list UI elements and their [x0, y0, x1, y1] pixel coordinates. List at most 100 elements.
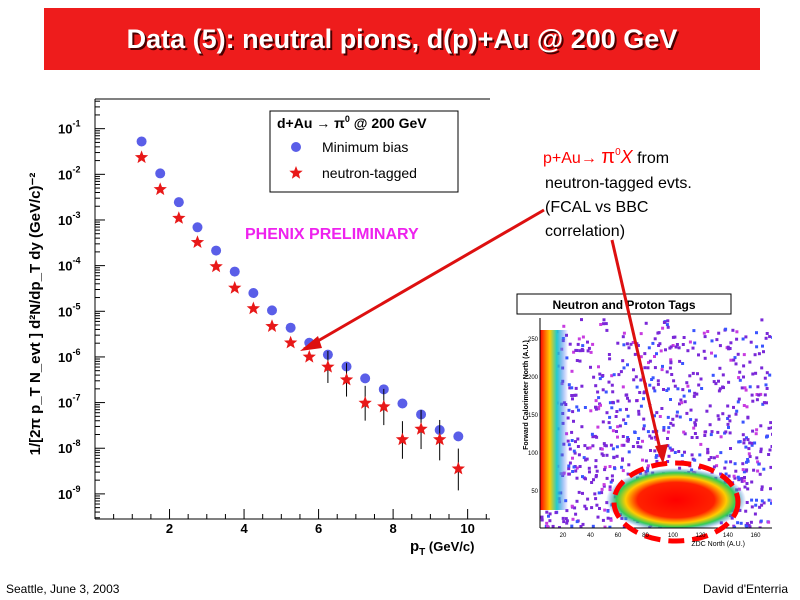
heatmap-cell: [765, 332, 769, 335]
heatmap-cell: [745, 405, 749, 409]
heatmap-cell: [622, 418, 626, 422]
heatmap-cell: [571, 456, 574, 460]
heatmap-cell: [587, 466, 591, 470]
heatmap-cell: [600, 452, 604, 456]
x-tick-label: 6: [315, 521, 322, 536]
x-tick-label: 10: [460, 521, 474, 536]
y-tick-labels: 10-1 10-2 10-3 10-4 10-5 10-6 10-7 10-8 10-9: [58, 119, 80, 502]
heatmap-cell: [768, 448, 772, 452]
heatmap-cell: [648, 383, 652, 387]
heatmap-cell: [599, 323, 603, 326]
heatmap-cell: [574, 386, 578, 390]
heatmap-cell: [769, 487, 772, 491]
heatmap-cell: [760, 499, 764, 503]
heatmap-cell: [573, 506, 577, 510]
heatmap-cell: [570, 504, 574, 508]
heatmap-cell: [596, 390, 600, 394]
heatmap-cell: [611, 429, 615, 433]
heatmap-cell: [715, 454, 719, 458]
heatmap-cell: [590, 481, 594, 484]
heatmap-cell: [735, 330, 739, 334]
heatmap-cell: [657, 331, 661, 335]
heatmap-cell: [767, 520, 771, 524]
heatmap-cell: [716, 430, 720, 434]
heatmap-cell: [647, 346, 651, 350]
heatmap-cell: [567, 383, 571, 387]
heatmap-cell: [572, 350, 576, 354]
heatmap-cell: [565, 521, 569, 525]
heatmap-cell: [717, 417, 721, 421]
inset-y-tick-label: 200: [528, 375, 539, 381]
heatmap-cell: [633, 430, 637, 434]
point-neutron-tagged: [265, 319, 279, 332]
heatmap-cell: [612, 373, 616, 377]
heatmap-cell: [666, 437, 669, 440]
heatmap-cell: [683, 432, 687, 436]
heatmap-cell: [708, 404, 712, 408]
point-minimum-bias: [211, 245, 222, 256]
heatmap-cell: [733, 462, 737, 466]
heatmap-cell: [659, 349, 663, 353]
heatmap-cell: [571, 397, 574, 401]
heatmap-cell: [765, 401, 768, 405]
heatmap-cell: [621, 335, 625, 339]
plot-frame: [94, 98, 490, 520]
heatmap-cell: [562, 520, 566, 524]
heatmap-cell: [584, 458, 588, 462]
heatmap-cell: [674, 345, 678, 349]
inset-y-tick-label: 150: [528, 413, 539, 419]
legend-entry-minimum-bias: Minimum bias: [322, 139, 408, 155]
heatmap-cell: [620, 465, 624, 469]
footer-author: David d'Enterria: [703, 582, 788, 596]
heatmap-cell: [602, 483, 606, 487]
heatmap-cell: [584, 507, 588, 511]
heatmap-cell: [605, 411, 609, 415]
y-tick-label: 10-6: [58, 347, 80, 365]
heatmap-cell: [681, 343, 685, 346]
heatmap-cell: [657, 344, 661, 347]
inset-x-tick-label: 100: [668, 533, 679, 539]
heatmap-cell: [700, 387, 704, 390]
heatmap-cell: [765, 371, 769, 375]
heatmap-cell: [748, 525, 752, 528]
heatmap-cell: [601, 420, 605, 424]
heatmap-cell: [693, 458, 697, 462]
heatmap-cell: [605, 453, 609, 457]
heatmap-cell: [761, 402, 765, 406]
heatmap-cell: [570, 430, 574, 434]
heatmap-cell: [686, 384, 690, 388]
heatmap-cell: [551, 524, 555, 528]
heatmap-cell: [683, 450, 686, 454]
heatmap-cell: [580, 425, 584, 429]
heatmap-cell: [638, 391, 642, 394]
y-tick-label: 10-3: [58, 210, 80, 228]
heatmap-cell: [749, 340, 753, 344]
heatmap-cell: [724, 460, 728, 464]
heatmap-cell: [614, 415, 618, 418]
heatmap-cell: [622, 443, 626, 447]
heatmap-cell: [746, 416, 750, 420]
point-minimum-bias: [192, 222, 203, 233]
heatmap-cell: [689, 408, 693, 412]
heatmap-cell: [577, 337, 581, 341]
heatmap-cell: [738, 370, 742, 374]
heatmap-cell: [598, 377, 602, 381]
heatmap-cell: [575, 405, 579, 409]
heatmap-cell: [723, 466, 727, 470]
heatmap-cell: [767, 498, 771, 502]
heatmap-cell: [629, 342, 633, 346]
heatmap-cell: [584, 477, 587, 481]
heatmap-cell: [581, 344, 585, 348]
heatmap-cell: [704, 430, 708, 434]
heatmap-cell: [713, 354, 717, 358]
heatmap-cell: [662, 426, 666, 429]
heatmap-cell: [666, 387, 670, 391]
heatmap-cell: [646, 430, 650, 434]
heatmap-cell: [636, 445, 640, 449]
heatmap-cell: [686, 349, 690, 353]
heatmap-cell: [642, 424, 646, 428]
heatmap-cell: [574, 440, 577, 444]
heatmap-cell: [662, 321, 666, 324]
heatmap-cell: [722, 386, 725, 390]
heatmap-cell: [750, 498, 754, 502]
